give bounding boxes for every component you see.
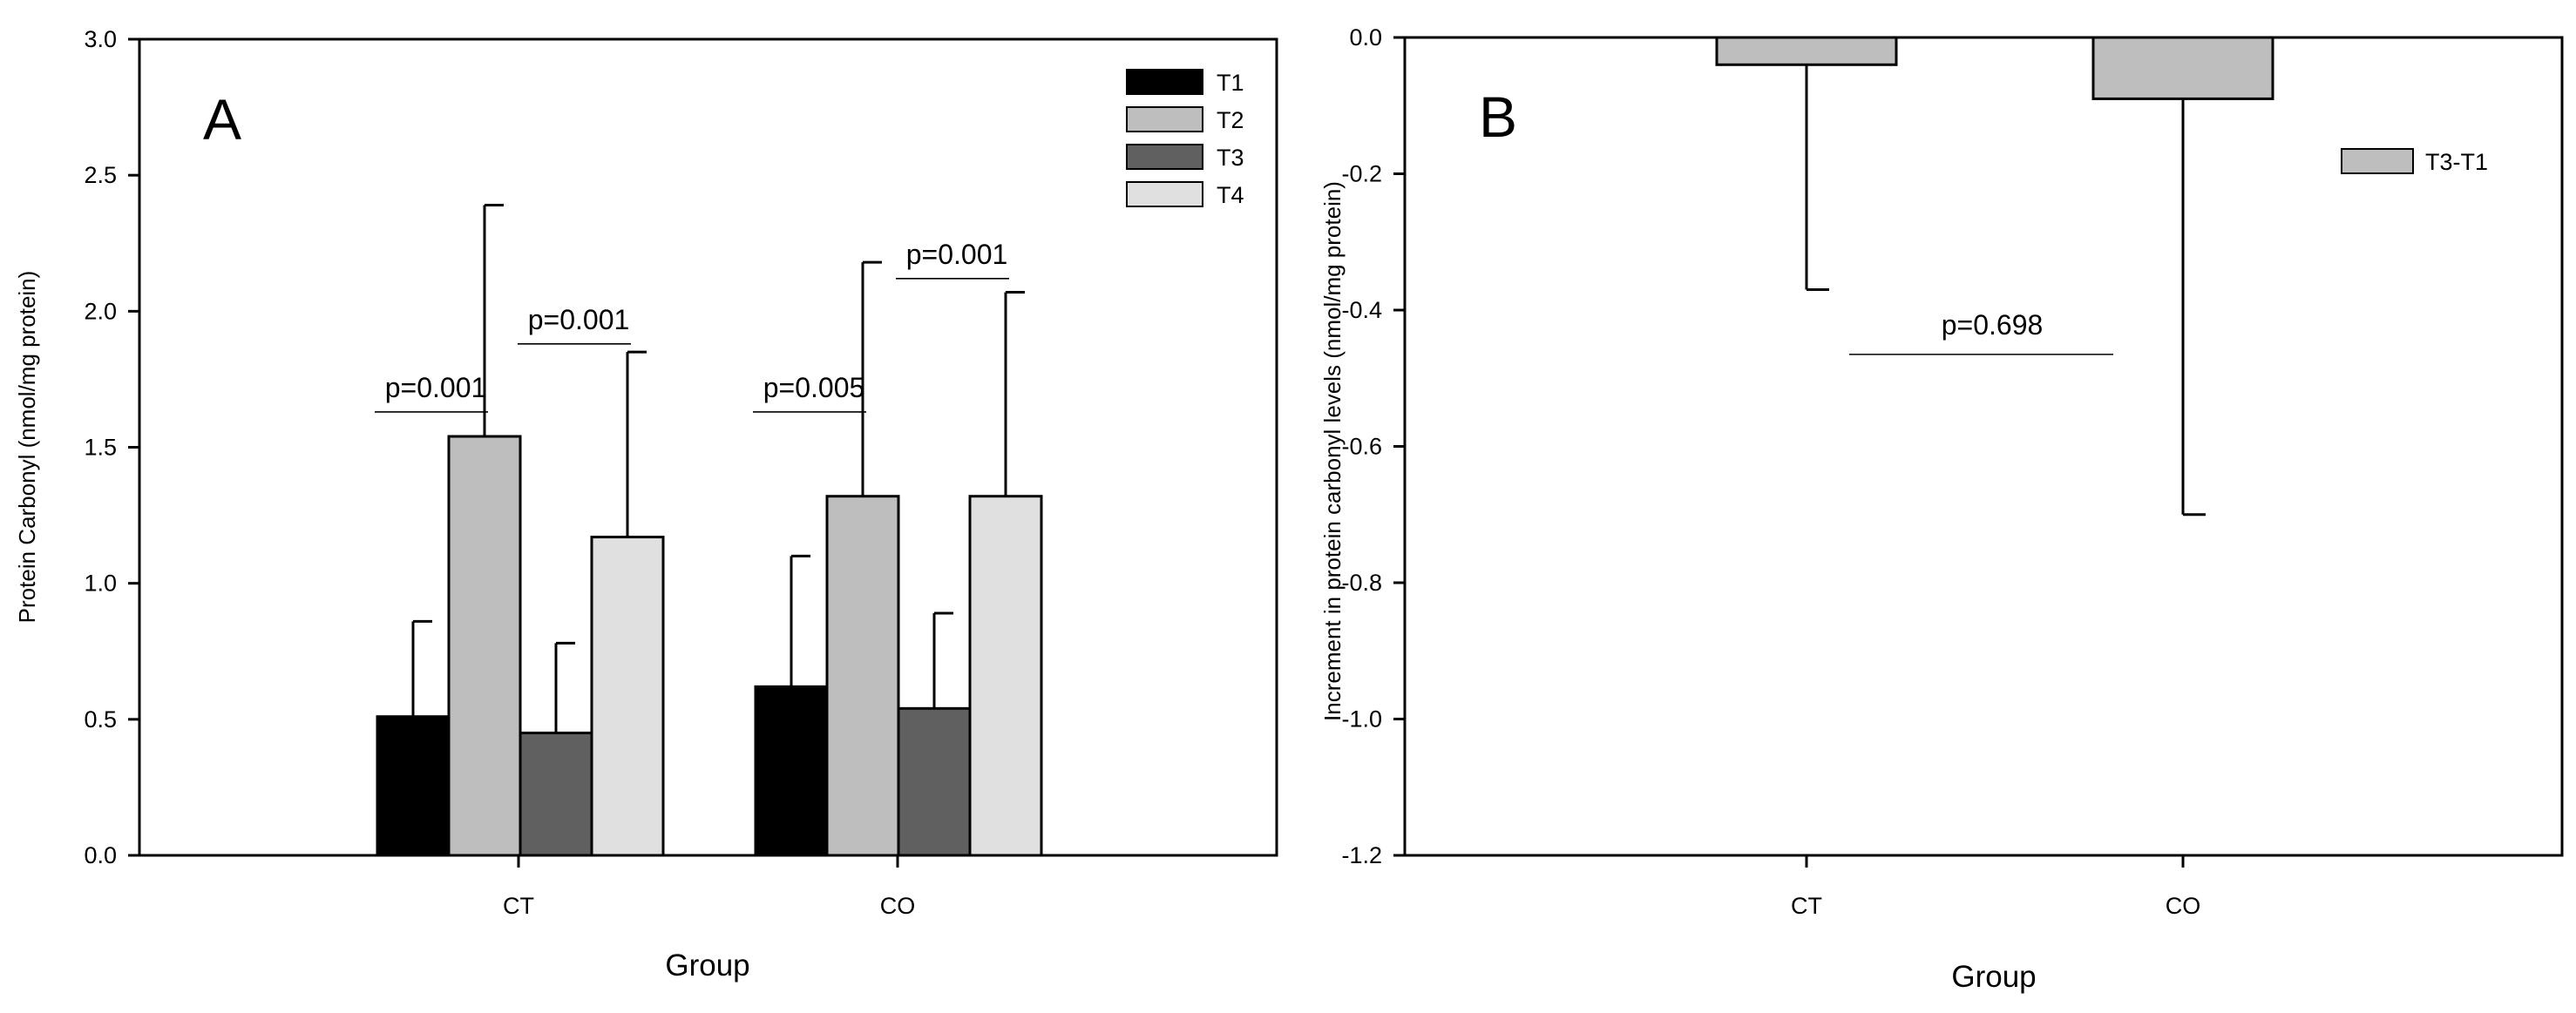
p-value-label: p=0.001 (906, 239, 1008, 270)
panel-a: 0.0 0.5 1.0 1.5 2.0 2.5 3.0 CT CO p=0.001 p=0.001 p… (14, 26, 1278, 983)
y-tick-label-a: 1.5 (84, 435, 117, 461)
legend-swatch-t4 (1126, 181, 1203, 207)
bar-t2-ct (447, 435, 522, 857)
y-tick-label-a: 3.0 (84, 26, 117, 52)
y-tick-label-b: -0.8 (1341, 570, 1382, 596)
y-tick-label-b: -1.0 (1341, 706, 1382, 733)
y-tick-label-b: -1.2 (1341, 842, 1382, 868)
legend-label: T3-T1 (2425, 149, 2488, 175)
legend-swatch-t1 (1126, 69, 1203, 95)
y-tick-label-b: -0.2 (1341, 161, 1382, 187)
legend-label: T3 (1217, 145, 1244, 171)
bar-t4-ct (590, 536, 665, 857)
bar-t3-t1-ct (1715, 36, 1898, 66)
panel-b: 0.0 -0.2 -0.4 -0.6 -0.8 -1.0 -1.2 CT CO p=0.698 T3… (1319, 24, 2564, 994)
x-axis-title-a: Group (665, 949, 749, 983)
legend-swatch-t3 (1126, 144, 1203, 170)
p-value-label: p=0.001 (385, 372, 487, 403)
bar-t1-ct (376, 715, 451, 857)
p-value-label: p=0.005 (763, 372, 865, 403)
legend-swatch-t2 (1126, 106, 1203, 132)
y-tick-label-a: 1.0 (84, 571, 117, 597)
y-tick-label-a: 2.0 (84, 298, 117, 324)
x-tick-label-a: CT (503, 893, 534, 919)
y-tick-label-b: 0.0 (1349, 24, 1382, 51)
bar-t4-co (968, 495, 1043, 857)
legend-b: T3-T1 (2341, 148, 2488, 175)
legend-swatch-t3-t1 (2341, 148, 2414, 174)
y-tick-label-a: 2.5 (84, 162, 117, 188)
y-tick-label-a: 0.5 (84, 706, 117, 733)
legend-label: T1 (1217, 70, 1244, 96)
p-value-label: p=0.001 (528, 304, 630, 335)
bar-t3-co (897, 706, 972, 857)
legend-a: T1 T2 T3 T4 (1126, 69, 1244, 208)
y-axis-title-a: Protein Carbonyl (nmol/mg protein) (14, 271, 40, 624)
y-tick-label-b: -0.6 (1341, 434, 1382, 460)
p-value-label: p=0.698 (1942, 309, 2044, 341)
plot-frame-a (138, 37, 1278, 857)
x-tick-label-b: CO (2166, 893, 2201, 919)
bar-t1-co (754, 685, 829, 857)
y-tick-label-b: -0.4 (1341, 297, 1382, 323)
bar-t3-ct (519, 731, 593, 857)
y-axis-title-b: Increment in protein carbonyl levels (nm… (1319, 181, 1346, 721)
panel-letter-b: B (1479, 84, 1517, 149)
x-tick-label-a: CO (880, 893, 916, 919)
bar-t3-t1-co (2091, 36, 2274, 100)
panel-letter-a: A (203, 87, 241, 152)
legend-label: T4 (1217, 182, 1244, 208)
x-axis-title-b: Group (1951, 960, 2036, 994)
x-tick-label-b: CT (1791, 893, 1822, 919)
y-tick-label-a: 0.0 (84, 842, 117, 868)
legend-label: T2 (1217, 107, 1244, 133)
bar-t2-co (825, 495, 900, 857)
